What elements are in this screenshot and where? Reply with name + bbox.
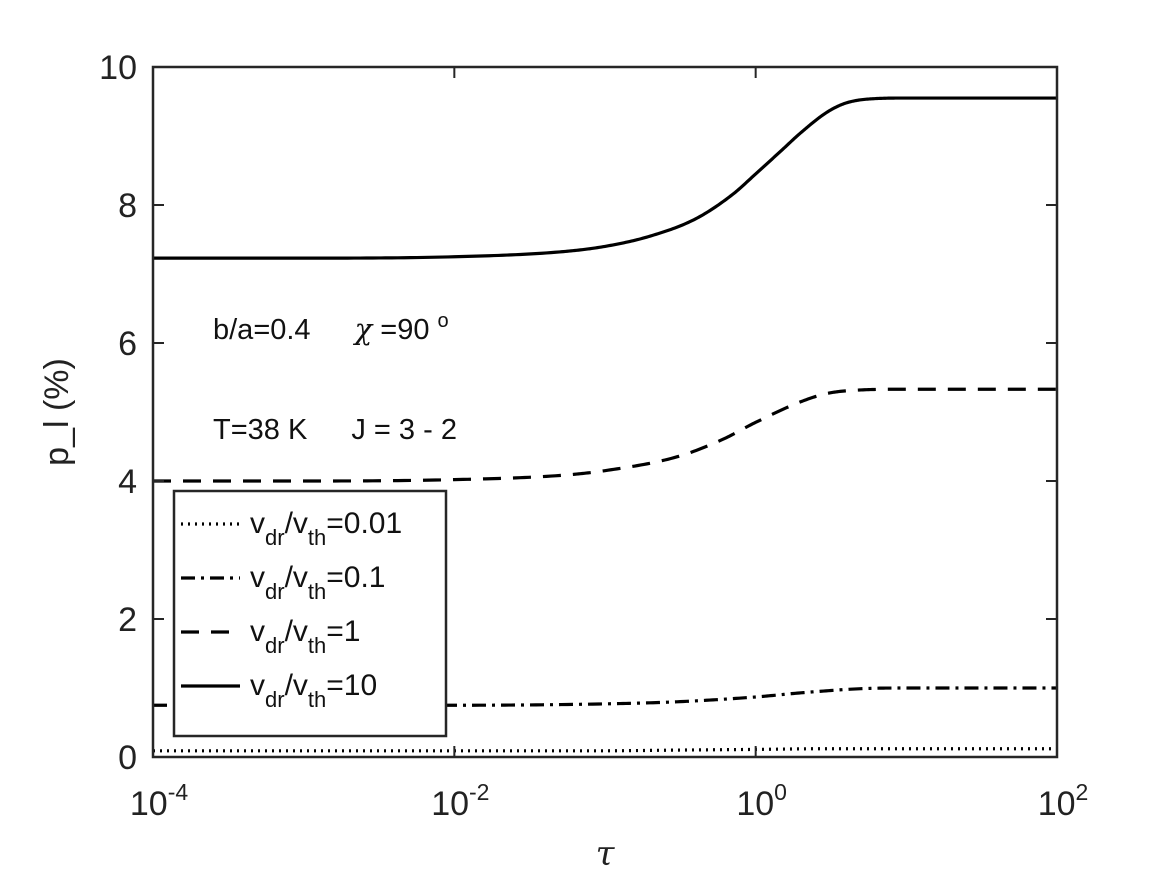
annotation-temperature: T=38 K xyxy=(213,414,308,446)
annotation-ratio: b/a=0.4 xyxy=(213,314,311,346)
x-axis-label: τ xyxy=(596,834,616,874)
y-tick-label: 10 xyxy=(99,49,137,87)
series-line-1 xyxy=(153,747,1057,753)
series-line-4 xyxy=(153,96,1057,260)
y-axis-label: p_l (%) xyxy=(38,358,76,466)
annotation-chi-sup: o xyxy=(438,310,449,332)
annotation-transition: J = 3 - 2 xyxy=(351,414,457,446)
legend-label: vdr/vth=10 xyxy=(250,669,377,712)
x-tick-label: 10-4 xyxy=(130,779,188,823)
legend-item: vdr/vth=1 xyxy=(181,615,360,658)
annotation-chi-value: =90 xyxy=(380,314,429,346)
legend-label: vdr/vth=1 xyxy=(250,615,360,658)
legend-label: vdr/vth=0.01 xyxy=(250,507,402,550)
legend: vdr/vth=0.01 vdr/vth=0.1 vdr/vth=1 vdr/vth=… xyxy=(172,489,448,738)
ticks-layer: 10-4 10-2 100 102 0 2 4 6 8 10 xyxy=(99,49,1088,823)
y-tick-label: 6 xyxy=(118,325,137,363)
x-tick-label: 10-2 xyxy=(431,779,489,823)
y-tick-label: 2 xyxy=(118,601,137,639)
legend-item: vdr/vth=10 xyxy=(181,669,377,712)
legend-item: vdr/vth=0.1 xyxy=(181,561,386,604)
annotation-shape: b/a=0.4 χ =90 o xyxy=(213,310,449,346)
legend-item: vdr/vth=0.01 xyxy=(181,507,402,550)
y-tick-label: 8 xyxy=(118,187,137,225)
series-line-3 xyxy=(153,387,1057,483)
plot-frame xyxy=(151,65,1059,759)
x-tick-label: 102 xyxy=(1038,779,1089,823)
y-tick-label: 0 xyxy=(118,739,137,777)
annotation-chi-symbol: χ xyxy=(353,312,374,346)
x-tick-label: 100 xyxy=(736,779,787,823)
y-tick-label: 4 xyxy=(118,463,137,501)
annotation-conditions: T=38 K J = 3 - 2 xyxy=(213,414,457,446)
legend-label: vdr/vth=0.1 xyxy=(250,561,386,604)
legend-box xyxy=(172,489,448,738)
